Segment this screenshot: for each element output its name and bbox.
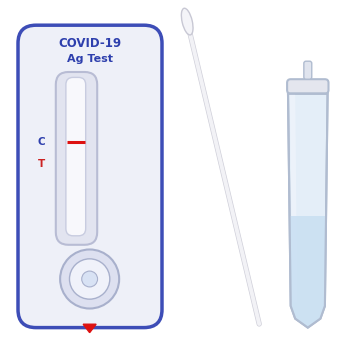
Polygon shape <box>83 324 96 333</box>
Circle shape <box>60 249 119 309</box>
Circle shape <box>69 259 110 299</box>
FancyBboxPatch shape <box>56 72 97 245</box>
FancyBboxPatch shape <box>304 61 312 79</box>
Ellipse shape <box>181 8 193 35</box>
Polygon shape <box>290 94 297 302</box>
Circle shape <box>82 271 98 287</box>
Text: Ag Test: Ag Test <box>67 54 113 64</box>
Polygon shape <box>288 94 328 328</box>
FancyBboxPatch shape <box>287 79 328 94</box>
Polygon shape <box>290 216 326 328</box>
Text: COVID-19: COVID-19 <box>58 37 122 50</box>
FancyBboxPatch shape <box>18 25 162 328</box>
Text: C: C <box>37 137 45 147</box>
Text: T: T <box>38 159 45 169</box>
FancyBboxPatch shape <box>66 77 86 236</box>
